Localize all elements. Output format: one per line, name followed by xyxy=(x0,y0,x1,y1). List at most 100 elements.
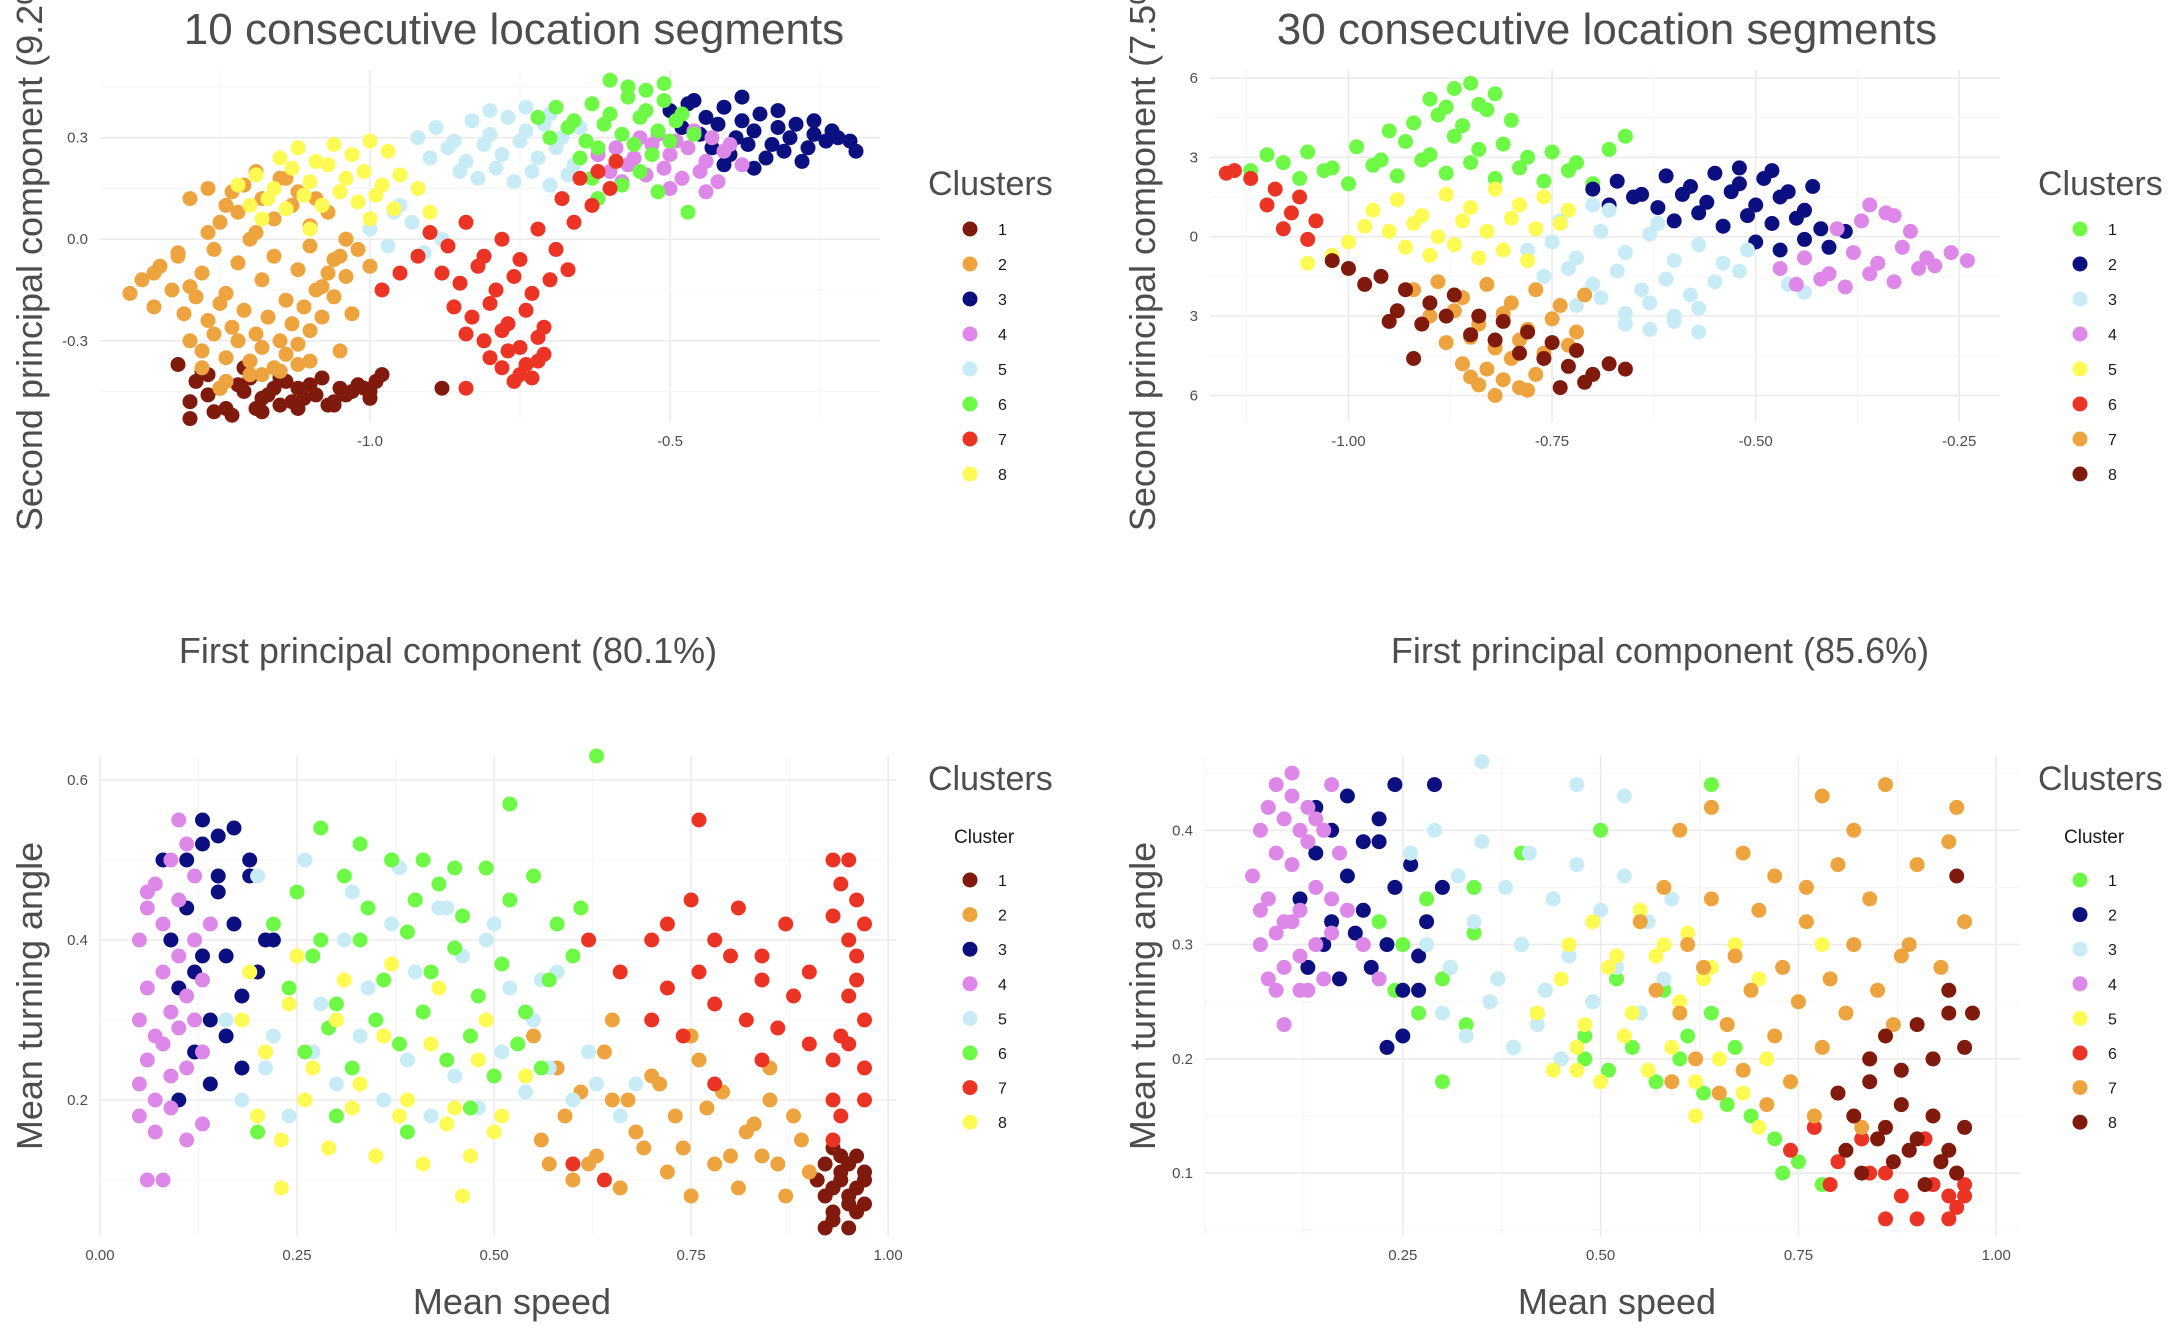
point-cluster-3 xyxy=(1617,316,1633,332)
y-tick-label: 0.3 xyxy=(67,130,88,147)
point-cluster-7 xyxy=(1512,380,1527,396)
point-cluster-7 xyxy=(1822,971,1838,987)
point-cluster-5 xyxy=(494,147,510,163)
point-cluster-7 xyxy=(1767,868,1783,884)
point-cluster-2 xyxy=(194,360,210,376)
point-cluster-2 xyxy=(1427,777,1442,793)
point-cluster-8 xyxy=(1830,1085,1846,1101)
point-cluster-3 xyxy=(1616,788,1632,804)
point-cluster-6 xyxy=(502,796,518,812)
point-cluster-8 xyxy=(1949,1165,1965,1181)
point-cluster-7 xyxy=(1455,356,1470,372)
point-cluster-1 xyxy=(1395,937,1411,953)
point-cluster-8 xyxy=(518,1068,534,1084)
point-cluster-6 xyxy=(650,123,666,139)
point-cluster-3 xyxy=(794,153,810,169)
point-cluster-4 xyxy=(139,980,155,996)
point-cluster-5 xyxy=(581,1044,597,1060)
point-cluster-8 xyxy=(455,1188,470,1204)
point-cluster-4 xyxy=(1308,879,1324,895)
point-cluster-2 xyxy=(1339,788,1355,804)
point-cluster-7 xyxy=(1806,1108,1822,1124)
point-cluster-5 xyxy=(1422,247,1438,263)
point-cluster-7 xyxy=(778,916,794,932)
point-cluster-2 xyxy=(350,241,366,257)
point-cluster-6 xyxy=(368,1012,384,1028)
point-cluster-2 xyxy=(801,1164,817,1180)
point-cluster-2 xyxy=(296,299,312,315)
point-cluster-3 xyxy=(686,93,702,108)
point-cluster-3 xyxy=(1740,242,1755,258)
point-cluster-4 xyxy=(139,1172,155,1188)
point-cluster-5 xyxy=(560,167,576,183)
point-cluster-5 xyxy=(1552,216,1568,231)
point-cluster-7 xyxy=(524,285,540,301)
point-cluster-7 xyxy=(1528,282,1544,298)
point-cluster-2 xyxy=(1821,239,1837,255)
point-cluster-1 xyxy=(290,401,306,416)
y-tick-label: -0.3 xyxy=(62,333,88,350)
point-cluster-5 xyxy=(565,1092,581,1108)
point-cluster-5 xyxy=(380,238,396,254)
point-cluster-1 xyxy=(1609,971,1624,987)
point-cluster-5 xyxy=(1341,234,1356,250)
point-cluster-7 xyxy=(707,996,723,1012)
point-cluster-4 xyxy=(1252,822,1268,838)
point-cluster-8 xyxy=(1560,358,1576,374)
point-cluster-8 xyxy=(462,1148,478,1164)
point-cluster-2 xyxy=(200,225,216,240)
point-cluster-6 xyxy=(289,884,305,900)
point-cluster-6 xyxy=(1300,231,1316,247)
point-cluster-2 xyxy=(338,231,354,247)
point-cluster-7 xyxy=(849,948,865,964)
y-tick-label: 6 xyxy=(1190,70,1198,87)
x-tick-label: 0.75 xyxy=(1784,1247,1813,1264)
point-cluster-3 xyxy=(848,143,864,159)
legend-label: 6 xyxy=(2108,1046,2117,1063)
point-cluster-1 xyxy=(1446,128,1462,144)
point-cluster-4 xyxy=(1308,811,1324,827)
legend-swatch xyxy=(962,291,978,307)
grid xyxy=(1210,70,2000,422)
point-cluster-5 xyxy=(1463,200,1479,216)
point-cluster-6 xyxy=(1854,1131,1870,1147)
point-cluster-3 xyxy=(1617,306,1633,321)
point-cluster-4 xyxy=(698,184,714,200)
point-cluster-2 xyxy=(302,353,318,369)
point-cluster-3 xyxy=(179,852,195,868)
point-cluster-5 xyxy=(1398,239,1413,255)
legend-item-4: 4 xyxy=(962,326,1007,344)
point-cluster-1 xyxy=(302,377,318,393)
point-cluster-7 xyxy=(841,988,857,1004)
point-cluster-4 xyxy=(1284,788,1300,804)
point-cluster-5 xyxy=(404,214,420,230)
point-cluster-2 xyxy=(254,340,270,355)
point-cluster-3 xyxy=(1569,298,1584,313)
point-cluster-7 xyxy=(1759,1097,1775,1113)
point-cluster-7 xyxy=(1528,366,1544,382)
point-cluster-2 xyxy=(1308,845,1324,861)
point-cluster-8 xyxy=(305,1060,321,1076)
point-cluster-3 xyxy=(1715,255,1731,271)
point-cluster-8 xyxy=(1925,1051,1941,1067)
legend-label: 1 xyxy=(2108,222,2117,239)
point-cluster-6 xyxy=(502,892,518,908)
point-cluster-7 xyxy=(857,1060,872,1076)
point-cluster-1 xyxy=(857,1196,872,1212)
x-axis-title: First principal component (80.1%) xyxy=(179,630,717,671)
point-cluster-4 xyxy=(131,1012,147,1028)
point-cluster-3 xyxy=(1427,822,1442,838)
point-cluster-2 xyxy=(242,353,258,369)
point-cluster-1 xyxy=(817,1220,833,1236)
point-cluster-1 xyxy=(182,411,198,427)
point-cluster-3 xyxy=(1466,914,1482,930)
point-cluster-8 xyxy=(1878,1119,1893,1135)
point-cluster-5 xyxy=(376,1092,392,1108)
point-cluster-8 xyxy=(278,201,294,217)
point-cluster-6 xyxy=(614,126,630,142)
point-cluster-2 xyxy=(1805,179,1821,194)
point-cluster-1 xyxy=(1577,1051,1593,1067)
legend-swatch xyxy=(2072,361,2088,377)
point-cluster-8 xyxy=(356,164,372,179)
x-axis-title: First principal component (85.6%) xyxy=(1391,630,1929,671)
